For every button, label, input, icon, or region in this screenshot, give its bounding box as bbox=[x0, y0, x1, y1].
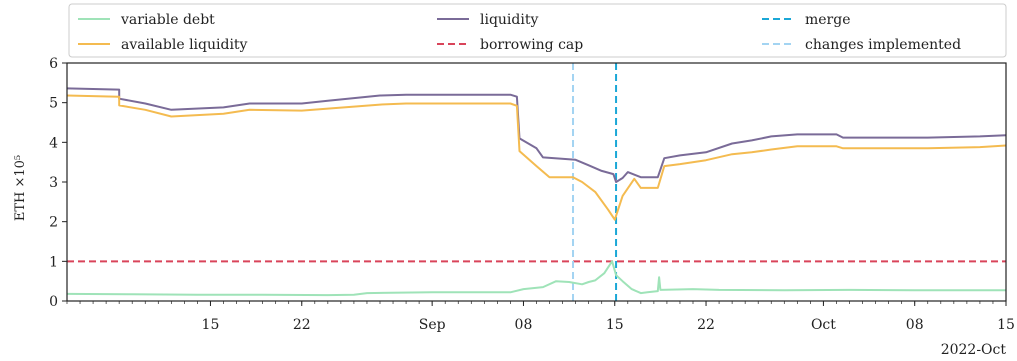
x-tick-label: 15 bbox=[202, 317, 220, 333]
x-tick-label: 08 bbox=[906, 317, 924, 333]
available-liquidity-line bbox=[67, 94, 1006, 221]
legend-label: variable debt bbox=[120, 12, 215, 28]
plot-series bbox=[67, 63, 1006, 301]
x-tick-label: 08 bbox=[515, 317, 533, 333]
x-axis-offset-label: 2022-Oct bbox=[941, 342, 1007, 358]
y-tick-label: 5 bbox=[49, 96, 58, 112]
legend-label: borrowing cap bbox=[480, 37, 583, 53]
x-tick-label: 22 bbox=[293, 317, 311, 333]
liquidity-line bbox=[67, 87, 1006, 183]
axes-frame bbox=[66, 62, 1007, 302]
legend-label: changes implemented bbox=[805, 37, 961, 53]
legend-frame bbox=[68, 3, 1007, 58]
y-axis-label: ETH ×10⁵ bbox=[13, 155, 28, 221]
y-tick-label: 2 bbox=[49, 215, 58, 231]
x-tick-label: Oct bbox=[811, 317, 836, 333]
legend-label: liquidity bbox=[480, 12, 538, 28]
y-tick-label: 0 bbox=[49, 294, 58, 310]
variable-debt-line bbox=[67, 260, 1006, 297]
legend-label: available liquidity bbox=[121, 37, 248, 53]
plot-area: 0 1 2 3 4 5 6 15 22 Sep 08 15 22 Oct 08 15 bbox=[49, 56, 1015, 333]
legend: variable debt liquidity merge available liq… bbox=[68, 3, 1007, 58]
y-tick-label: 6 bbox=[49, 56, 58, 72]
y-tick-label: 4 bbox=[49, 135, 58, 151]
x-tick-label: 15 bbox=[606, 317, 624, 333]
x-tick-label: Sep bbox=[419, 317, 446, 333]
legend-label: merge bbox=[805, 12, 851, 28]
x-tick-label: 22 bbox=[697, 317, 715, 333]
y-tick-label: 3 bbox=[49, 175, 58, 191]
x-tick-label: 15 bbox=[997, 317, 1015, 333]
y-tick-label: 1 bbox=[49, 254, 58, 270]
